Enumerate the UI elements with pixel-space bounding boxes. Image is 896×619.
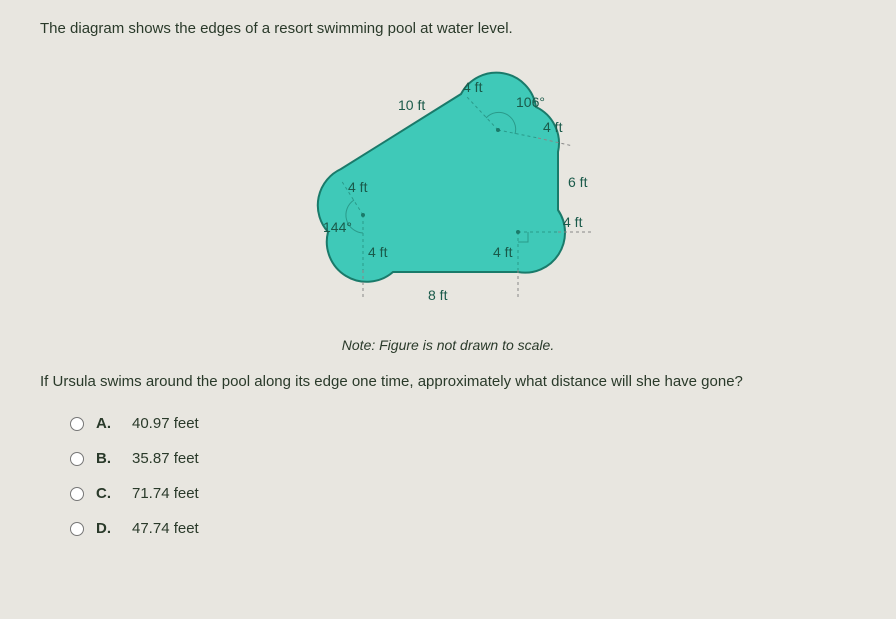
label-left-radius: 4 ft [348,179,368,195]
option-c[interactable]: C. 71.74 feet [70,485,856,502]
option-text: 35.87 feet [132,450,199,467]
label-right-dash: 4 ft [563,214,583,230]
option-b[interactable]: B. 35.87 feet [70,450,856,467]
option-letter: A. [96,415,114,432]
answer-options: A. 40.97 feet B. 35.87 feet C. 71.74 fee… [40,415,856,537]
option-d[interactable]: D. 47.74 feet [70,520,856,537]
question-followup: If Ursula swims around the pool along it… [40,373,856,390]
label-left-angle: 144° [323,219,352,235]
option-text: 40.97 feet [132,415,199,432]
label-top-radius: 4 ft [463,79,483,95]
question-intro: The diagram shows the edges of a resort … [40,20,856,37]
label-top-right-dash: 4 ft [543,119,563,135]
label-bl-radius: 4 ft [368,244,388,260]
figure-container: 10 ft 4 ft 106° 4 ft 6 ft 4 ft 4 ft 8 ft… [40,52,856,332]
label-top-angle: 106° [516,94,545,110]
option-letter: D. [96,520,114,537]
option-text: 47.74 feet [132,520,199,537]
label-right-edge: 6 ft [568,174,588,190]
label-br-radius: 4 ft [493,244,513,260]
label-bottom-edge: 8 ft [428,287,448,303]
radio-a[interactable] [70,417,84,431]
option-letter: B. [96,450,114,467]
option-text: 71.74 feet [132,485,199,502]
pool-diagram: 10 ft 4 ft 106° 4 ft 6 ft 4 ft 4 ft 8 ft… [238,52,658,332]
radio-d[interactable] [70,522,84,536]
label-top-edge: 10 ft [398,97,425,113]
figure-note: Note: Figure is not drawn to scale. [40,337,856,353]
option-a[interactable]: A. 40.97 feet [70,415,856,432]
option-letter: C. [96,485,114,502]
radio-c[interactable] [70,487,84,501]
radio-b[interactable] [70,452,84,466]
